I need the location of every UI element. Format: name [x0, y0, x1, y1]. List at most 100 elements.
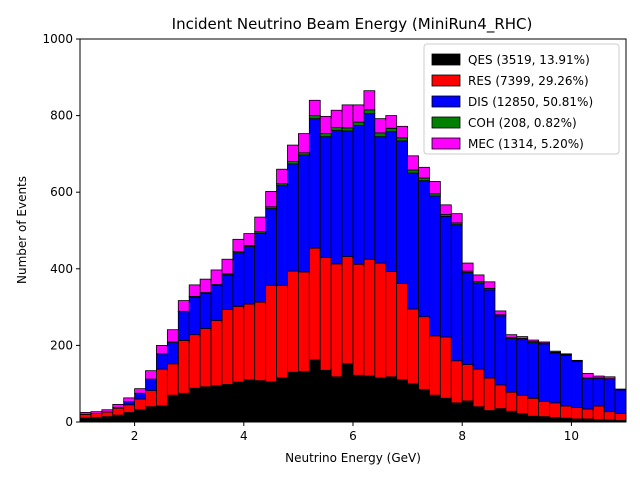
bar-segment: [297, 133, 310, 154]
x-axis: 2 4 6 8 10: [131, 422, 579, 443]
bar-segment: [166, 363, 179, 396]
bar-segment: [276, 377, 288, 423]
legend-label: DIS (12850, 50.81%): [468, 95, 593, 109]
bar-segment: [145, 406, 157, 423]
bar-segment: [549, 402, 561, 418]
legend-swatch: [431, 137, 461, 150]
bar-segment: [123, 404, 136, 413]
y-axis-label: Number of Events: [15, 176, 29, 284]
bar-segment: [265, 208, 277, 286]
bar-segment: [199, 278, 212, 293]
bar-segment: [439, 204, 452, 215]
bar-segment: [494, 408, 507, 423]
legend-label: QES (3519, 13.91%): [468, 53, 590, 67]
bar-segment: [407, 172, 419, 310]
bar-segment: [254, 301, 267, 382]
bar-segment: [112, 414, 125, 423]
y-tick-label: 400: [50, 262, 73, 276]
bar-segment: [385, 376, 398, 423]
bar-segment: [341, 127, 354, 132]
bar-segment: [483, 410, 496, 423]
bar-segment: [145, 378, 157, 391]
bar-segment: [297, 271, 310, 372]
bar-segment: [156, 405, 168, 423]
bar-segment: [177, 311, 190, 341]
bar-segment: [123, 397, 136, 403]
bar-segment: [243, 233, 256, 246]
bar-segment: [439, 215, 452, 338]
bar-segment: [287, 371, 299, 423]
bar-segment: [188, 296, 201, 336]
bar-segment: [287, 270, 299, 373]
bar-segment: [330, 109, 343, 128]
x-tick-label: 2: [131, 429, 139, 443]
bar-segment: [461, 272, 474, 365]
bar-segment: [407, 169, 419, 174]
bar-segment: [341, 363, 354, 423]
bar-segment: [418, 389, 430, 423]
bar-segment: [581, 408, 594, 420]
x-tick-label: 10: [564, 429, 579, 443]
bar-segment: [156, 353, 168, 370]
bar-segment: [221, 308, 234, 385]
legend-swatch: [431, 74, 461, 87]
bar-segment: [145, 390, 157, 408]
bar-segment: [210, 269, 223, 285]
bar-segment: [483, 281, 496, 289]
bar-segment: [199, 328, 212, 388]
bar-segment: [341, 256, 354, 365]
bar-segment: [134, 398, 146, 411]
bar-segment: [505, 410, 518, 423]
bar-segment: [527, 342, 540, 399]
bar-segment: [166, 329, 179, 343]
bar-segment: [505, 338, 518, 393]
bar-segment: [396, 125, 408, 139]
bar-segment: [407, 308, 419, 385]
y-tick-label: 1000: [42, 32, 73, 46]
bar-segment: [538, 343, 550, 402]
bar-segment: [396, 140, 408, 284]
bar-segment: [560, 354, 572, 407]
bar-segment: [188, 387, 201, 423]
legend-label: COH (208, 0.82%): [468, 116, 577, 130]
bar-segment: [341, 104, 354, 129]
legend-label: RES (7399, 29.26%): [468, 74, 589, 88]
bar-segment: [450, 224, 463, 362]
bar-segment: [308, 118, 321, 249]
bar-segment: [330, 127, 343, 131]
bar-segment: [494, 310, 507, 316]
legend: QES (3519, 13.91%) RES (7399, 29.26%) DIS …: [423, 43, 620, 155]
bar-segment: [123, 412, 136, 423]
x-tick-label: 8: [458, 429, 466, 443]
bar-segment: [145, 370, 157, 380]
bar-segment: [483, 289, 496, 379]
bar-segment: [472, 406, 485, 423]
bar-segment: [210, 385, 223, 423]
bar-segment: [374, 262, 387, 379]
bar-segment: [352, 374, 365, 423]
bar-segment: [210, 284, 223, 321]
legend-box: [423, 43, 620, 155]
bar-segment: [199, 292, 212, 329]
bar-segment: [243, 246, 256, 305]
bar-segment: [549, 417, 561, 423]
bar-segment: [287, 163, 299, 272]
bar-segment: [560, 405, 572, 419]
bar-segment: [79, 417, 92, 423]
bar-segment: [429, 394, 441, 423]
bar-segment: [308, 359, 321, 423]
bar-segment: [352, 263, 365, 376]
bar-segment: [123, 401, 136, 406]
bar-segment: [221, 274, 234, 310]
bar-segment: [396, 282, 408, 381]
bar-segment: [330, 376, 343, 423]
bars: [79, 90, 627, 423]
bar-segment: [101, 409, 114, 413]
bar-segment: [374, 132, 387, 138]
bar-segment: [210, 320, 223, 387]
bar-segment: [374, 377, 387, 423]
bar-segment: [494, 384, 507, 409]
bar-segment: [439, 397, 452, 423]
bar-segment: [472, 368, 485, 408]
legend-swatch: [431, 95, 461, 108]
